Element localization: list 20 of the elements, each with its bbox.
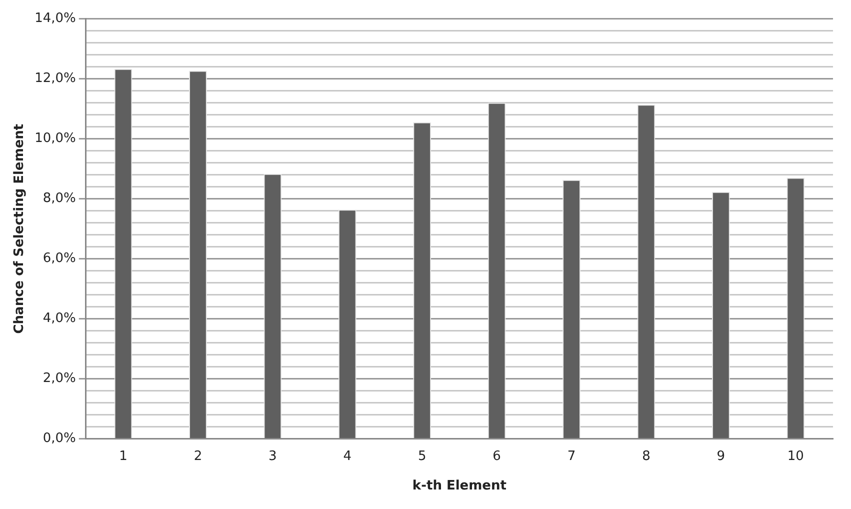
y-tick-label: 0,0% [42,431,76,446]
x-tick-label: 6 [492,448,501,464]
x-tick-label: 4 [343,448,352,464]
x-tick-label: 8 [642,448,650,464]
x-tick-label: 2 [194,448,202,464]
y-tick-label: 10,0% [34,131,76,146]
y-tick-label: 14,0% [34,11,76,26]
x-tick-label: 9 [716,448,726,464]
y-tick-label: 12,0% [34,71,76,86]
x-tick-label: 3 [268,448,277,464]
x-axis-title: k-th Element [412,478,506,494]
x-tick-label: 7 [567,448,576,464]
y-tick-label: 4,0% [42,311,76,326]
x-tick-label: 1 [119,448,128,464]
y-axis-title: Chance of Selecting Element [12,124,28,334]
y-tick-label: 2,0% [42,371,76,386]
x-tick-label: 10 [787,448,804,464]
y-tick-label: 8,0% [42,191,76,206]
x-tick-label: 5 [418,448,426,464]
y-tick-label: 6,0% [42,251,76,266]
